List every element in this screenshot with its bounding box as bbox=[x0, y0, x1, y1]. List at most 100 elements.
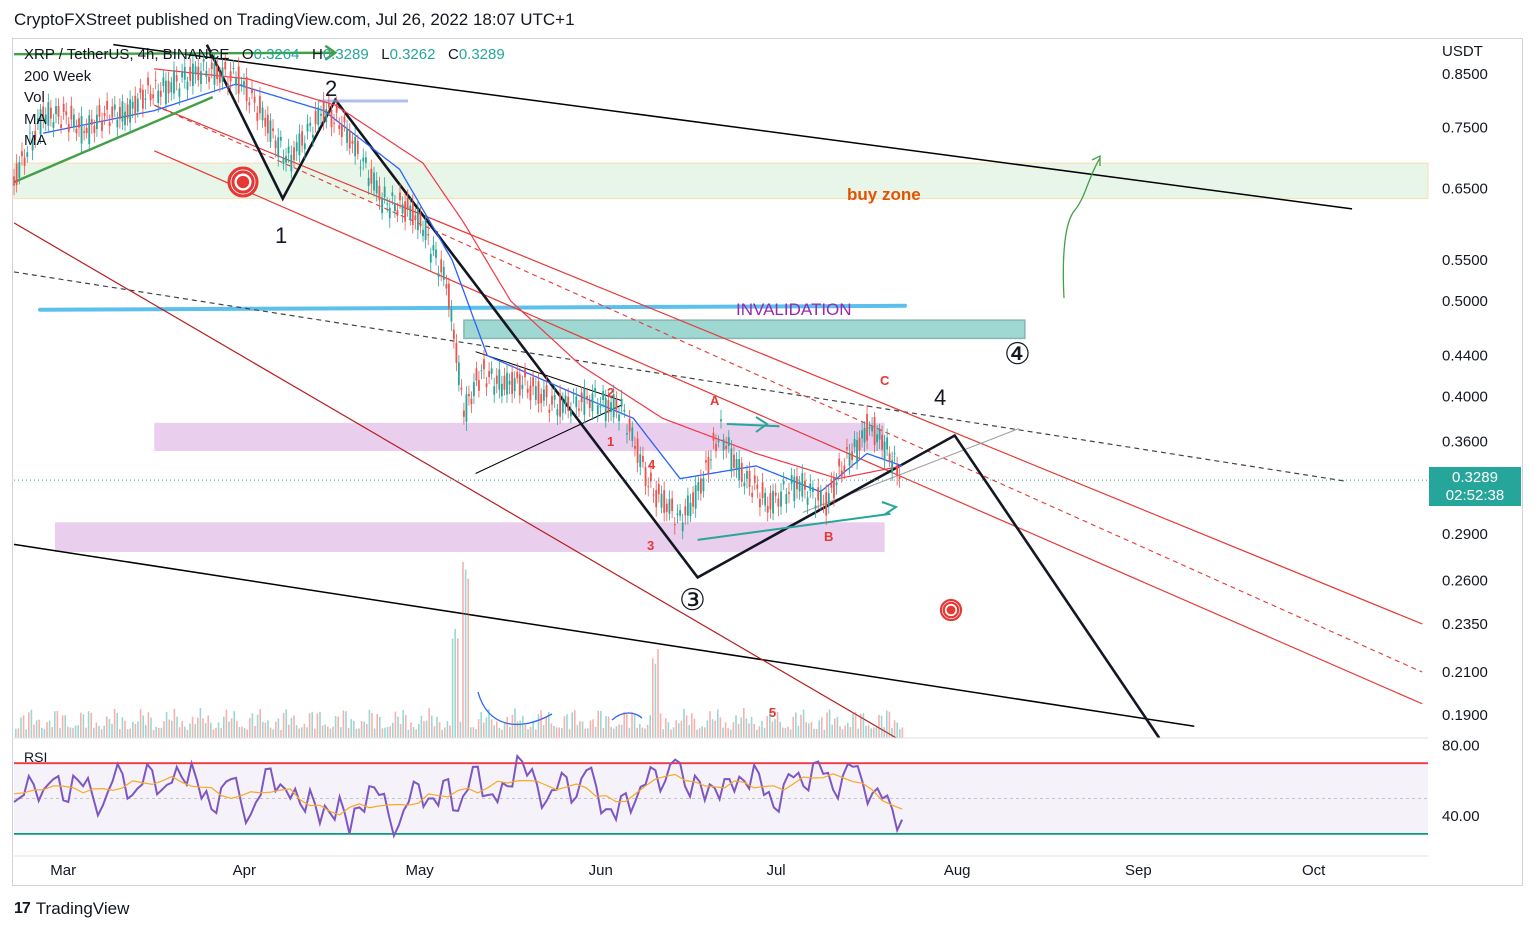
candle[interactable] bbox=[119, 98, 121, 129]
candle[interactable] bbox=[769, 485, 772, 519]
candle[interactable] bbox=[101, 112, 103, 139]
candle[interactable] bbox=[567, 387, 570, 419]
candle[interactable] bbox=[599, 396, 602, 417]
candle[interactable] bbox=[404, 193, 407, 231]
candle[interactable] bbox=[149, 84, 152, 107]
candle[interactable] bbox=[588, 394, 591, 417]
lower-trendline[interactable] bbox=[13, 543, 1195, 728]
candle[interactable] bbox=[642, 446, 644, 468]
candle[interactable] bbox=[551, 387, 553, 411]
resistance-box[interactable] bbox=[463, 319, 1026, 340]
candle[interactable] bbox=[269, 113, 272, 148]
candle[interactable] bbox=[274, 135, 277, 158]
candle[interactable] bbox=[537, 372, 540, 413]
candle[interactable] bbox=[503, 367, 506, 396]
candle[interactable] bbox=[189, 58, 192, 87]
candle[interactable] bbox=[44, 107, 47, 131]
candle[interactable] bbox=[13, 168, 15, 196]
candle[interactable] bbox=[468, 385, 470, 406]
candle[interactable] bbox=[717, 435, 720, 448]
triangle-upper[interactable] bbox=[475, 351, 622, 402]
candle[interactable] bbox=[259, 86, 261, 120]
candle[interactable] bbox=[383, 177, 386, 204]
candle[interactable] bbox=[447, 277, 450, 318]
candle[interactable] bbox=[365, 151, 367, 169]
candle[interactable] bbox=[279, 130, 282, 148]
candle[interactable] bbox=[266, 106, 269, 143]
candle[interactable] bbox=[106, 92, 109, 120]
candle[interactable] bbox=[881, 425, 883, 459]
candle[interactable] bbox=[559, 384, 561, 424]
candle[interactable] bbox=[34, 123, 37, 149]
candle[interactable] bbox=[759, 492, 761, 517]
candle[interactable] bbox=[93, 119, 96, 143]
candle[interactable] bbox=[330, 103, 333, 137]
rsi-label[interactable]: RSI bbox=[24, 749, 48, 765]
candle[interactable] bbox=[232, 59, 235, 75]
candle[interactable] bbox=[129, 90, 132, 132]
candle[interactable] bbox=[623, 403, 626, 418]
candle[interactable] bbox=[628, 409, 631, 441]
candle[interactable] bbox=[455, 334, 458, 372]
candle[interactable] bbox=[822, 494, 825, 514]
candle[interactable] bbox=[173, 61, 175, 100]
candle[interactable] bbox=[170, 76, 173, 101]
candle[interactable] bbox=[888, 446, 891, 468]
candle[interactable] bbox=[722, 433, 725, 460]
candle[interactable] bbox=[191, 54, 194, 95]
candle[interactable] bbox=[493, 377, 496, 403]
candle[interactable] bbox=[183, 58, 186, 89]
candle[interactable] bbox=[793, 468, 796, 509]
candle[interactable] bbox=[873, 411, 876, 453]
candle[interactable] bbox=[578, 400, 580, 418]
teal-short-arrow[interactable] bbox=[726, 422, 780, 428]
candle[interactable] bbox=[411, 194, 414, 234]
candle[interactable] bbox=[88, 109, 91, 152]
candle[interactable] bbox=[264, 109, 267, 137]
candle[interactable] bbox=[825, 484, 828, 525]
candle[interactable] bbox=[303, 135, 306, 159]
candle[interactable] bbox=[78, 112, 80, 137]
candle[interactable] bbox=[432, 236, 435, 257]
candle[interactable] bbox=[243, 73, 245, 96]
candle[interactable] bbox=[883, 434, 886, 469]
candle[interactable] bbox=[634, 436, 636, 457]
channel-lower[interactable] bbox=[153, 150, 1423, 705]
candle[interactable] bbox=[575, 387, 578, 416]
candle[interactable] bbox=[596, 398, 599, 423]
candle[interactable] bbox=[746, 464, 748, 489]
candle[interactable] bbox=[452, 322, 455, 349]
target-icon-lower[interactable] bbox=[939, 598, 963, 622]
candle[interactable] bbox=[306, 114, 309, 140]
candle[interactable] bbox=[740, 457, 743, 487]
candle[interactable] bbox=[809, 474, 812, 498]
candle[interactable] bbox=[618, 407, 620, 431]
candle[interactable] bbox=[647, 477, 650, 497]
candle[interactable] bbox=[861, 421, 863, 448]
indicator-ma-1[interactable]: MA bbox=[24, 110, 47, 128]
candle[interactable] bbox=[147, 71, 149, 95]
candle[interactable] bbox=[604, 389, 607, 428]
green-arrow-line[interactable] bbox=[13, 51, 336, 56]
support-zone-rect-2[interactable] bbox=[54, 522, 885, 553]
candle[interactable] bbox=[817, 478, 820, 510]
candle[interactable] bbox=[216, 57, 219, 86]
candle[interactable] bbox=[287, 138, 290, 163]
candle[interactable] bbox=[508, 373, 511, 395]
candle[interactable] bbox=[686, 487, 689, 525]
candle[interactable] bbox=[652, 487, 655, 503]
candle[interactable] bbox=[790, 467, 793, 491]
candle[interactable] bbox=[393, 194, 396, 218]
candle[interactable] bbox=[827, 485, 830, 514]
candle[interactable] bbox=[483, 349, 485, 379]
candle[interactable] bbox=[673, 517, 676, 535]
candle[interactable] bbox=[124, 102, 126, 132]
candle[interactable] bbox=[811, 480, 814, 499]
candle[interactable] bbox=[165, 72, 167, 111]
candle[interactable] bbox=[835, 473, 838, 495]
candle[interactable] bbox=[60, 115, 63, 134]
candle[interactable] bbox=[136, 93, 139, 118]
candle[interactable] bbox=[694, 475, 697, 518]
candle[interactable] bbox=[80, 106, 83, 154]
candle[interactable] bbox=[154, 70, 157, 90]
